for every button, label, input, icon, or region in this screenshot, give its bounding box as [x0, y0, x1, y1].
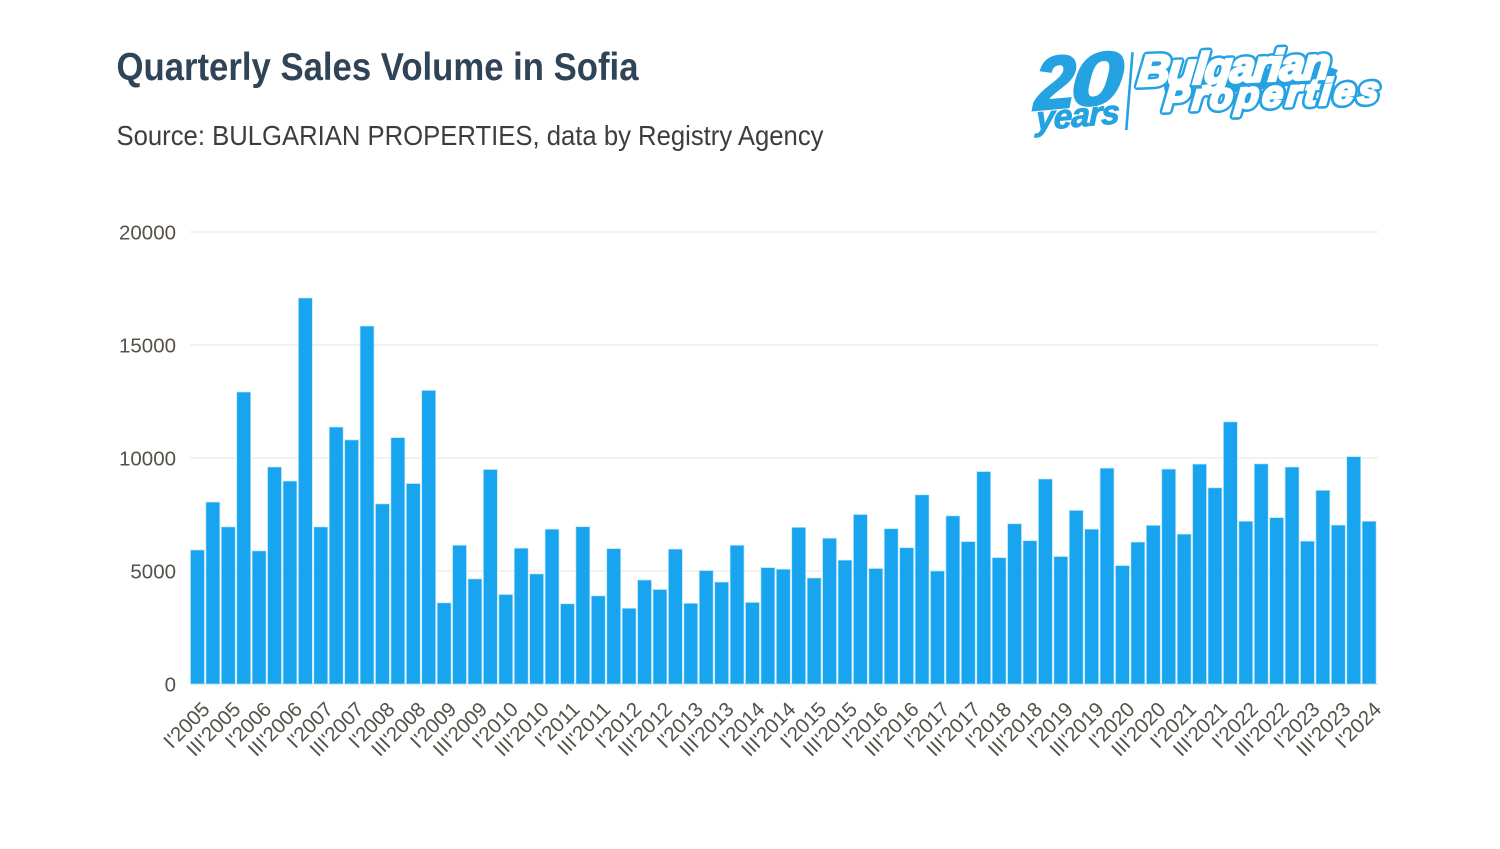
svg-text:Properties: Properties	[1162, 68, 1381, 119]
svg-text:Source: BULGARIAN PROPERTIES,: Source: BULGARIAN PROPERTIES, data by Re…	[117, 120, 824, 151]
svg-text:Bulgarian: Bulgarian	[1136, 39, 1333, 96]
svg-text:15000: 15000	[119, 335, 176, 358]
svg-text:0: 0	[1069, 36, 1125, 124]
svg-text:20000: 20000	[119, 222, 176, 245]
svg-text:10000: 10000	[119, 448, 176, 471]
svg-text:Quarterly Sales Volume in Sofi: Quarterly Sales Volume in Sofia	[117, 46, 640, 89]
svg-text:5000: 5000	[130, 561, 176, 584]
svg-text:0: 0	[165, 674, 176, 697]
svg-text:2: 2	[1032, 39, 1076, 126]
svg-text:years: years	[1034, 94, 1120, 139]
